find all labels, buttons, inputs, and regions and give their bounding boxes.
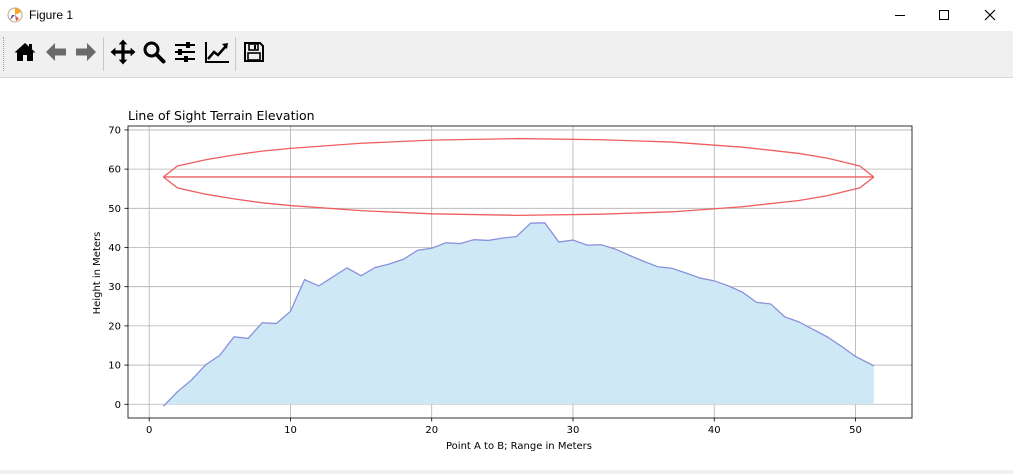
toolbar-separator xyxy=(235,37,236,71)
home-button[interactable] xyxy=(10,39,40,69)
status-bar xyxy=(0,470,1013,474)
terrain-area xyxy=(162,222,875,407)
pan-move-icon xyxy=(110,39,136,69)
fresnel-zone xyxy=(162,137,875,217)
y-tick-label: 20 xyxy=(108,321,121,332)
configure-subplots-button[interactable] xyxy=(170,39,200,69)
maximize-button[interactable] xyxy=(921,0,967,30)
back-arrow-icon xyxy=(44,40,68,68)
chart-title: Line of Sight Terrain Elevation xyxy=(128,108,315,123)
toolbar-separator xyxy=(103,37,104,71)
x-tick-label: 20 xyxy=(425,425,438,436)
window-title: Figure 1 xyxy=(29,8,74,22)
figure-canvas[interactable]: 0 10 20 30 40 50 0 10 20 30 40 50 60 70 Line of Sight… xyxy=(0,78,1013,470)
forward-arrow-icon xyxy=(74,40,98,68)
save-floppy-icon xyxy=(243,41,265,67)
forward-button[interactable] xyxy=(71,39,101,69)
x-tick-label: 40 xyxy=(708,425,721,436)
maximize-icon xyxy=(938,6,950,25)
edit-axis-button[interactable] xyxy=(202,39,232,69)
matplotlib-figure-icon xyxy=(7,7,23,23)
back-button[interactable] xyxy=(41,39,71,69)
y-tick-label: 60 xyxy=(108,165,121,176)
terrain-line xyxy=(162,222,875,407)
x-tick-label: 50 xyxy=(849,425,862,436)
zoom-button[interactable] xyxy=(139,39,169,69)
x-axis-label: Point A to B; Range in Meters xyxy=(446,441,592,452)
x-tick-label: 10 xyxy=(284,425,297,436)
y-tick-label: 30 xyxy=(108,282,121,293)
terrain-elevation-chart[interactable]: 0 10 20 30 40 50 0 10 20 30 40 50 60 70 Line of Sight… xyxy=(0,78,1013,470)
axes-frame xyxy=(127,125,913,419)
home-icon xyxy=(13,40,37,68)
y-tick-label: 0 xyxy=(115,400,121,411)
y-tick-label: 70 xyxy=(108,125,121,136)
y-axis-label: Height in Meters xyxy=(92,232,103,315)
toolbar-grip[interactable] xyxy=(3,37,7,71)
pan-button[interactable] xyxy=(108,39,138,69)
save-button[interactable] xyxy=(239,39,269,69)
fresnel-upper-boundary xyxy=(162,137,875,178)
minimize-button[interactable] xyxy=(877,0,923,30)
x-tick-label: 30 xyxy=(567,425,580,436)
y-tick-label: 40 xyxy=(108,243,121,254)
terrain-fill xyxy=(163,222,874,407)
configure-subplots-icon xyxy=(173,40,197,68)
minimize-icon xyxy=(894,6,906,25)
y-tick-label: 50 xyxy=(108,204,121,215)
navigation-toolbar xyxy=(0,31,1013,78)
zoom-magnifier-icon xyxy=(142,40,166,68)
edit-axis-icon xyxy=(204,40,230,68)
window-title-bar: Figure 1 xyxy=(0,0,1013,31)
axis-ticks: 0 10 20 30 40 50 0 10 20 30 40 50 60 70 xyxy=(108,125,862,436)
y-tick-label: 10 xyxy=(108,361,121,372)
x-tick-label: 0 xyxy=(146,425,152,436)
fresnel-lower-boundary xyxy=(162,176,875,217)
close-icon xyxy=(984,6,996,25)
close-button[interactable] xyxy=(967,0,1013,30)
